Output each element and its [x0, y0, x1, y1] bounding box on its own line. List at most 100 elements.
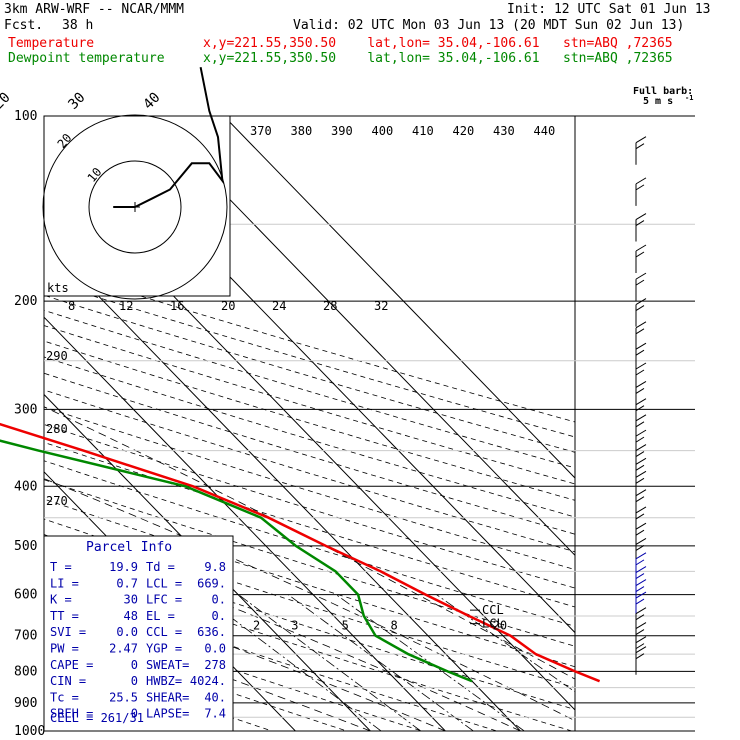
model-title: 3km ARW-WRF -- NCAR/MMM — [4, 2, 185, 17]
theta-label-440: 440 — [534, 124, 556, 138]
init-time: Init: 12 UTC Sat 01 Jun 13 — [507, 2, 711, 17]
parcel-key-left-2: K = — [50, 593, 72, 607]
wind-barb-half-340 — [635, 421, 645, 428]
parcel-key-right-1: LCL = — [146, 576, 182, 590]
fcst-value: 38 h — [62, 18, 94, 33]
parcel-val-right-4: 636. — [197, 625, 226, 639]
parcel-info-frame — [43, 535, 234, 732]
parcel-val-right-1: 669. — [197, 576, 226, 590]
hodograph-trace — [113, 67, 224, 208]
speed-scale-label-20: 20 — [221, 299, 235, 313]
mixing-ratio-label-20: 20 — [493, 619, 507, 633]
pressure-label-600: 600 — [14, 588, 37, 603]
wind-barb-flag-740 — [635, 622, 647, 630]
wind-barb-half-600 — [635, 573, 645, 579]
isotherm-0 — [44, 316, 447, 731]
pressure-label-800: 800 — [14, 664, 37, 679]
wind-barb-half-220 — [635, 305, 645, 312]
mixing-ratio-label-8: 8 — [391, 619, 398, 633]
parcel-key-right-0: Td = — [146, 560, 175, 574]
wind-barb-flag-400 — [635, 457, 647, 465]
theta-label-430: 430 — [493, 124, 515, 138]
temperature-legend: Temperature — [8, 36, 95, 51]
wind-barb-flag-360 — [635, 429, 647, 437]
wind-barb-half-260 — [635, 349, 645, 356]
dry-adiabat-280 — [44, 582, 499, 731]
parcel-key-left-7: CIN = — [50, 674, 86, 688]
parcel-info-box: Parcel Info T = 19.9 Td = 9.8 LI = 0.7 LCL = 669… — [43, 535, 234, 732]
wind-barb-half-380 — [635, 451, 645, 457]
mixing-ratio-5 — [287, 594, 474, 731]
parcel-key-right-2: LFC = — [146, 593, 182, 607]
parcel-cell: CELL = 261/31 — [50, 711, 144, 725]
wind-barb-flag-540 — [635, 537, 647, 545]
theta-label-380: 380 — [291, 124, 313, 138]
pressure-label-700: 700 — [14, 629, 37, 644]
wind-barb-half-700 — [635, 614, 645, 621]
speed-scale-label-16: 16 — [170, 299, 184, 313]
wind-barbs: Full barb:5 m s -1 — [633, 86, 693, 675]
wind-barb-half-400 — [635, 464, 645, 471]
theta-label-370: 370 — [250, 124, 272, 138]
dewpoint-legend: Dewpoint temperature — [8, 51, 165, 66]
valid-time: Valid: 02 UTC Mon 03 Jun 13 (20 MDT Sun … — [293, 18, 685, 33]
parcel-val-right-7: 4024. — [190, 674, 226, 688]
wind-barb-flag-420 — [635, 470, 647, 478]
moist-adiabat--10 — [44, 610, 371, 731]
wind-barb-flag-380 — [635, 444, 647, 451]
barb-legend-line2: 5 m s — [643, 96, 673, 107]
parcel-info-title: Parcel Info — [86, 540, 172, 555]
dry-adiabat-300 — [44, 539, 575, 710]
pressure-label-300: 300 — [14, 402, 37, 417]
theta-label-420: 420 — [453, 124, 475, 138]
wind-barb-flag-220 — [635, 298, 647, 306]
parcel-val-left-7: 0 — [131, 674, 138, 688]
wind-barb-half-320 — [635, 405, 645, 412]
speed-scale-label-8: 8 — [68, 299, 75, 313]
speed-scale-label-32: 32 — [374, 299, 388, 313]
temperature-location: x,y=221.55,350.50 lat,lon= 35.04,-106.61… — [203, 36, 673, 51]
isotherm--60 — [0, 88, 8, 740]
wind-barb-half-420 — [635, 477, 645, 484]
speed-scale-label-28: 28 — [323, 299, 337, 313]
parcel-key-left-8: Tc = — [50, 690, 79, 704]
wind-barb-half-140 — [635, 184, 645, 191]
parcel-key-left-4: SVI = — [50, 625, 86, 639]
wind-barb-flag-660 — [635, 591, 647, 599]
hodograph-ring-10 — [88, 160, 182, 254]
wind-barb-half-630 — [635, 586, 645, 593]
parcel-val-left-5: 2.47 — [109, 642, 138, 656]
wind-barb-half-160 — [635, 220, 645, 226]
parcel-key-left-0: T = — [50, 560, 72, 574]
parcel-key-right-9: LAPSE= — [146, 707, 189, 721]
wind-barb-half-300 — [635, 388, 645, 394]
moist-adiabat-10 — [44, 534, 521, 731]
wind-barb-flag-180 — [635, 244, 647, 252]
wind-barb-flag-810 — [635, 646, 647, 654]
ccl-label: CCL — [482, 603, 504, 617]
parcel-val-right-3: 0. — [212, 609, 226, 623]
parcel-val-left-3: 48 — [124, 609, 138, 623]
wind-barb-flag-780 — [635, 636, 647, 644]
parcel-key-right-8: SHEAR= — [146, 690, 189, 704]
mixing-ratio-label-3: 3 — [291, 619, 298, 633]
speed-scale-label-12: 12 — [119, 299, 133, 313]
speed-scale-label-24: 24 — [272, 299, 286, 313]
wind-barb-half-360 — [635, 436, 645, 443]
wind-barb-half-280 — [635, 369, 645, 376]
wind-barb-half-510 — [635, 529, 645, 536]
pressure-label-500: 500 — [14, 539, 37, 554]
parcel-val-right-9: 7.4 — [204, 707, 226, 721]
wind-barb-flag-300 — [635, 381, 647, 388]
wind-barb-half-740 — [635, 629, 645, 636]
pressure-label-900: 900 — [14, 696, 37, 711]
parcel-val-right-6: 278 — [204, 658, 226, 672]
isotherm-label-20: 20 — [0, 90, 14, 113]
lcl-label: LCL — [482, 617, 504, 631]
theta-label-400: 400 — [372, 124, 394, 138]
parcel-key-left-5: PW = — [50, 642, 79, 656]
isotherm-50 — [223, 116, 575, 479]
parcel-val-left-1: 0.7 — [116, 576, 138, 590]
barb-legend-line1: Full barb: — [633, 86, 693, 97]
